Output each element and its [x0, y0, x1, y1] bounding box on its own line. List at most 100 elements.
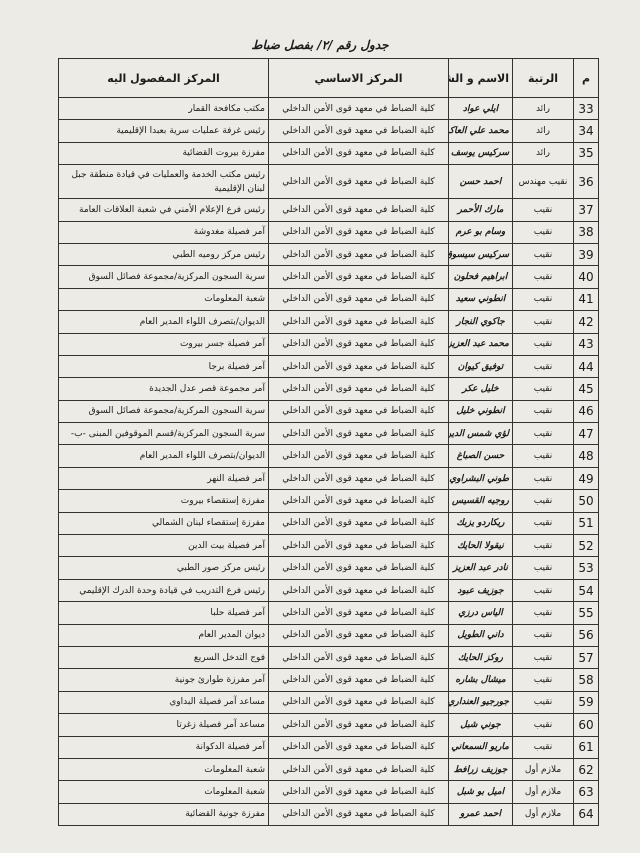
new-post: آمر فصيلة برجا [58, 354, 269, 379]
rank: نقيب [512, 399, 574, 424]
new-post: سرية السجون المركزية/مجموعة فصائل السوق [58, 399, 269, 424]
rank: نقيب [512, 534, 574, 558]
new-post: فوج التدخل السريع [58, 645, 269, 670]
officer-name: سركيس سيسوق [448, 242, 513, 267]
officer-name: نيقولا الحايك [448, 534, 513, 558]
new-post: آمر فصيلة حلبا [58, 601, 269, 625]
column-header: الرتبة [512, 58, 574, 98]
column-header: م [573, 58, 599, 98]
base-post: كلية الضباط في معهد قوى الأمن الداخلي [268, 802, 449, 827]
row-number: 46 [573, 399, 599, 424]
officer-name: توفيق كيوان [448, 354, 513, 379]
rank: نقيب [512, 332, 574, 356]
table-row: 60 نقيب جوني شبل كلية الضباط في معهد قوى ال… [58, 713, 599, 737]
rank: نقيب [512, 645, 574, 670]
row-number: 37 [573, 198, 599, 222]
base-post: كلية الضباط في معهد قوى الأمن الداخلي [268, 242, 449, 267]
officer-name: حسن الصباغ [448, 444, 513, 468]
new-post: رئيس فرع التدريب في قيادة وحدة الدرك الإ… [58, 578, 269, 603]
new-post: آمر فصيلة بيت الدين [58, 534, 269, 558]
row-number: 51 [573, 511, 599, 536]
rank: نقيب [512, 287, 574, 312]
table-row: 53 نقيب نادر عبد العزيز كلية الضباط في معهد… [58, 556, 599, 580]
base-post: كلية الضباط في معهد قوى الأمن الداخلي [268, 164, 449, 200]
officer-name: داني الطويل [448, 623, 513, 647]
new-post: مفرزة بيروت القضائية [58, 141, 269, 166]
rank: نقيب [512, 623, 574, 647]
officer-name: جوزيف زرافط [448, 757, 513, 782]
rank: نقيب [512, 198, 574, 222]
base-post: كلية الضباط في معهد قوى الأمن الداخلي [268, 332, 449, 356]
row-number: 59 [573, 690, 599, 715]
officer-name: محمد عبد العزيز [448, 332, 513, 356]
officer-name: احمد حسن [448, 164, 513, 200]
rank: نقيب [512, 735, 574, 759]
table-row: 51 نقيب ريكاردو يزبك كلية الضباط في معهد قو… [58, 511, 599, 536]
base-post: كلية الضباط في معهد قوى الأمن الداخلي [268, 265, 449, 289]
base-post: كلية الضباط في معهد قوى الأمن الداخلي [268, 556, 449, 580]
base-post: كلية الضباط في معهد قوى الأمن الداخلي [268, 119, 449, 143]
officer-name: نادر عبد العزيز [448, 556, 513, 580]
new-post: آمر فصيلة جسر بيروت [58, 332, 269, 356]
new-post: رئيس فرع الإعلام الأمني في شعبة العلاقات… [58, 198, 269, 222]
rank: ملازم أول [512, 802, 574, 827]
row-number: 64 [573, 802, 599, 827]
base-post: كلية الضباط في معهد قوى الأمن الداخلي [268, 534, 449, 558]
table-row: 48 نقيب حسن الصباغ كلية الضباط في معهد قوى … [58, 444, 599, 468]
base-post: كلية الضباط في معهد قوى الأمن الداخلي [268, 141, 449, 166]
table-row: 56 نقيب داني الطويل كلية الضباط في معهد قوى… [58, 623, 599, 647]
table-row: 41 نقيب انطوني سعيد كلية الضباط في معهد قوى… [58, 287, 599, 312]
table-row: 62 ملازم أول جوزيف زرافط كلية الضباط في معه… [58, 757, 599, 782]
rank: نقيب [512, 713, 574, 737]
row-number: 56 [573, 623, 599, 647]
table-row: 43 نقيب محمد عبد العزيز كلية الضباط في معهد… [58, 332, 599, 356]
row-number: 43 [573, 332, 599, 356]
new-post: آمر فصيلة النهر [58, 466, 269, 491]
row-number: 49 [573, 466, 599, 491]
new-post: آمر مفرزة طوارئ جونية [58, 668, 269, 692]
new-post: مكتب مكافحة القمار [58, 96, 269, 121]
column-header: المركز المفصول اليه [58, 58, 269, 98]
new-post: ديوان المدير العام [58, 623, 269, 647]
base-post: كلية الضباط في معهد قوى الأمن الداخلي [268, 399, 449, 424]
table-row: 44 نقيب توفيق كيوان كلية الضباط في معهد قوى… [58, 354, 599, 379]
base-post: كلية الضباط في معهد قوى الأمن الداخلي [268, 713, 449, 737]
new-post: سرية السجون المركزية/مجموعة فصائل السوق [58, 265, 269, 289]
row-number: 40 [573, 265, 599, 289]
rank: نقيب [512, 242, 574, 267]
table-row: 37 نقيب مارك الأحمر كلية الضباط في معهد قوى… [58, 198, 599, 222]
rank: نقيب [512, 690, 574, 715]
officer-name: احمد عمرو [448, 802, 513, 827]
new-post: مفرزة إستقصاء لبنان الشمالي [58, 511, 269, 536]
table-row: 49 نقيب طوني البشراوي كلية الضباط في معهد ق… [58, 466, 599, 491]
table-row: 64 ملازم أول احمد عمرو كلية الضباط في معهد … [58, 802, 599, 827]
table-row: 42 نقيب جاكوي النجار كلية الضباط في معهد قو… [58, 310, 599, 334]
rank: ملازم أول [512, 757, 574, 782]
new-post: رئيس مكتب الخدمة والعمليات في قيادة منطق… [58, 164, 269, 200]
officer-name: ميشال بشاره [448, 668, 513, 692]
rank: نقيب [512, 354, 574, 379]
base-post: كلية الضباط في معهد قوى الأمن الداخلي [268, 220, 449, 244]
table-row: 55 نقيب الياس درزي كلية الضباط في معهد قوى … [58, 601, 599, 625]
officer-name: ايلي عواد [448, 96, 513, 121]
row-number: 42 [573, 310, 599, 334]
row-number: 54 [573, 578, 599, 603]
new-post: آمر مجموعة قصر عدل الجديدة [58, 377, 269, 401]
rank: نقيب [512, 220, 574, 244]
rank: نقيب [512, 556, 574, 580]
row-number: 33 [573, 96, 599, 121]
row-number: 52 [573, 534, 599, 558]
base-post: كلية الضباط في معهد قوى الأمن الداخلي [268, 354, 449, 379]
base-post: كلية الضباط في معهد قوى الأمن الداخلي [268, 96, 449, 121]
base-post: كلية الضباط في معهد قوى الأمن الداخلي [268, 444, 449, 468]
officer-name: محمد علي العاكوم [448, 119, 513, 143]
row-number: 62 [573, 757, 599, 782]
officer-name: خليل عكر [448, 377, 513, 401]
row-number: 50 [573, 489, 599, 513]
base-post: كلية الضباط في معهد قوى الأمن الداخلي [268, 578, 449, 603]
officer-name: جورجيو العنداري [448, 690, 513, 715]
base-post: كلية الضباط في معهد قوى الأمن الداخلي [268, 623, 449, 647]
base-post: كلية الضباط في معهد قوى الأمن الداخلي [268, 511, 449, 536]
